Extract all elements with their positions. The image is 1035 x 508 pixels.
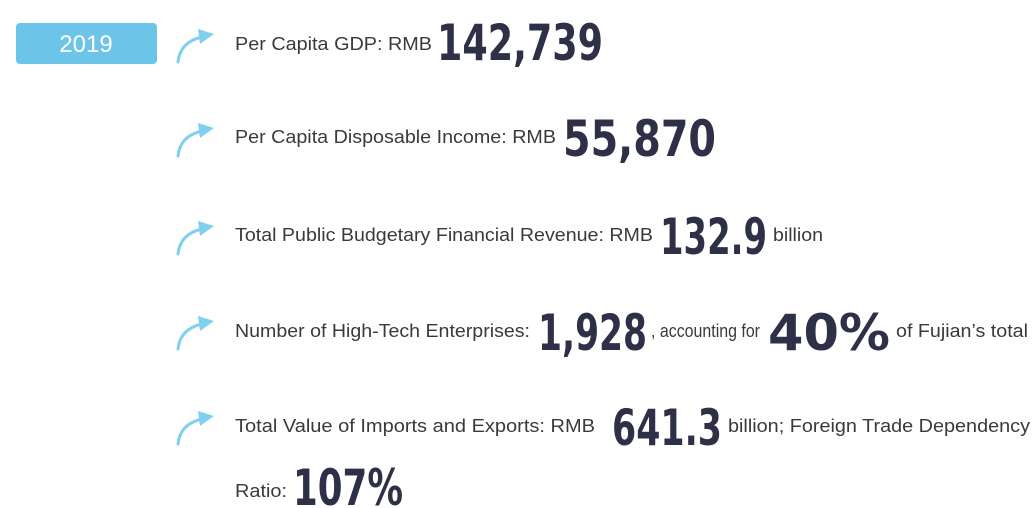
item-suffix: billion	[773, 225, 823, 245]
item-label: Ratio:	[235, 481, 287, 501]
arrow-icon	[176, 123, 214, 158]
item-figure: 40%	[768, 304, 890, 362]
item-figure: 55,870	[563, 110, 716, 168]
item-figure: 107%	[293, 459, 403, 508]
year-text: 2019	[59, 31, 112, 58]
arrow-icon	[176, 411, 214, 446]
item-label: Number of High-Tech Enterprises:	[235, 321, 530, 341]
item-suffix: of Fujian’s total	[896, 321, 1028, 341]
item-figure: 132.9	[660, 208, 767, 266]
year-badge	[16, 23, 157, 64]
item-figure: 641.3	[612, 399, 722, 457]
arrow-icon	[176, 29, 214, 64]
item-middle: billion; Foreign Trade Dependency	[728, 416, 1030, 436]
arrow-icon	[176, 316, 214, 351]
item-middle: , accounting for	[651, 321, 760, 341]
item-label: Per Capita Disposable Income: RMB	[235, 127, 556, 147]
item-figure: 142,739	[437, 14, 603, 72]
item-label: Per Capita GDP: RMB	[235, 34, 432, 54]
arrow-icon	[176, 221, 214, 256]
item-figure: 1,928	[538, 304, 647, 362]
item-label: Total Value of Imports and Exports: RMB	[235, 416, 595, 436]
item-label: Total Public Budgetary Financial Revenue…	[235, 225, 653, 245]
